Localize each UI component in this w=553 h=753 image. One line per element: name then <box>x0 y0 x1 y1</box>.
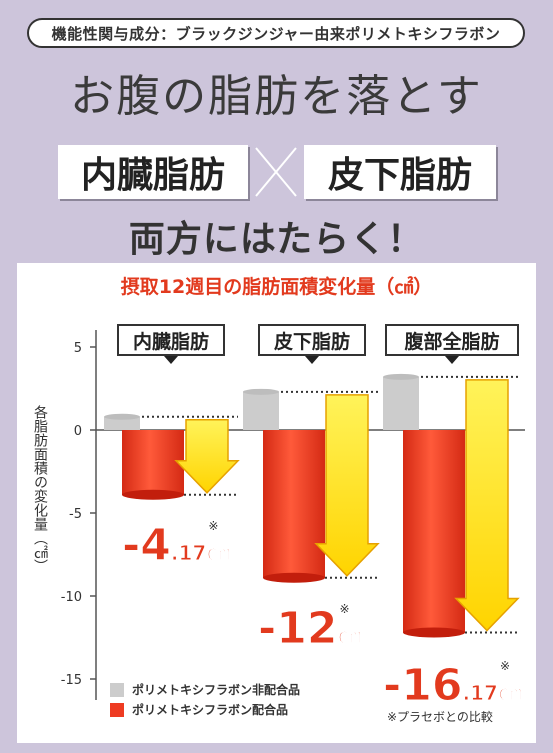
comparison-note: ※プラセボとの比較 <box>387 710 493 724</box>
ingredient-pill: 機能性関与成分：ブラックジンジャー由来ポリメトキシフラボン <box>27 18 525 48</box>
bar-active-cap <box>122 489 184 500</box>
difference-value: -4.17㎠ <box>122 520 230 571</box>
subcutaneous-fat-box: 皮下脂肪 <box>304 145 496 199</box>
difference-unit: ㎠ <box>338 621 362 649</box>
difference-decimal: .17 <box>463 681 498 705</box>
difference-value: -16.17㎠ <box>383 660 522 711</box>
bar-active <box>403 430 465 633</box>
y-tick-label: 5 <box>74 341 82 356</box>
ingredient-text: 機能性関与成分：ブラックジンジャー由来ポリメトキシフラボン <box>51 24 501 43</box>
legend-swatch-active <box>110 702 124 717</box>
category-label: 内臓脂肪 <box>133 330 209 353</box>
difference-decimal: .17 <box>171 541 206 565</box>
chart-title: 摂取12週目の脂肪面積変化量（㎠） <box>120 276 433 298</box>
difference-arrow <box>174 418 240 494</box>
bar-placebo-cap <box>243 388 279 395</box>
y-tick-label: -10 <box>61 590 82 605</box>
category-box <box>258 324 366 356</box>
difference-arrow <box>454 379 520 632</box>
asterisk-mark: ※ <box>340 602 350 616</box>
bar-active <box>122 430 184 495</box>
difference-main: -16 <box>383 660 463 711</box>
category-box <box>385 324 519 356</box>
pointer-icon <box>164 356 178 364</box>
pointer-icon <box>445 356 459 364</box>
legend-label-active: ポリメトキシフラボン配合品 <box>132 703 289 717</box>
difference-arrow <box>314 394 380 577</box>
visceral-fat-label: 内臓脂肪 <box>80 155 225 196</box>
y-tick-label: -15 <box>61 673 82 688</box>
pointer-icon <box>305 356 319 364</box>
subline: 両方にはたらく！ <box>128 219 425 260</box>
y-tick-label: 0 <box>74 424 82 439</box>
bar-placebo-cap <box>104 413 140 420</box>
subcutaneous-fat-label: 皮下脂肪 <box>327 155 472 196</box>
category-label: 腹部全脂肪 <box>403 330 499 353</box>
difference-main: -12 <box>258 603 338 654</box>
difference-value: -12㎠ <box>258 603 362 654</box>
asterisk-mark: ※ <box>500 659 510 673</box>
legend-swatch-placebo <box>110 682 124 697</box>
difference-unit: ㎠ <box>206 538 230 566</box>
visceral-fat-box: 内臓脂肪 <box>58 145 248 199</box>
bar-placebo <box>104 416 140 430</box>
bar-active-cap <box>403 627 465 638</box>
cross-icon <box>255 147 297 197</box>
bar-placebo-cap <box>383 373 419 380</box>
bar-active-cap <box>263 572 325 583</box>
difference-unit: ㎠ <box>498 678 522 706</box>
y-axis-label: 各脂肪面積の変化量（㎠） <box>32 405 48 573</box>
y-tick-label: -5 <box>69 507 82 522</box>
bar-active <box>263 430 325 578</box>
category-label: 皮下脂肪 <box>274 330 350 353</box>
legend-item-active: ポリメトキシフラボン配合品 <box>110 701 288 718</box>
asterisk-mark: ※ <box>208 519 218 533</box>
bar-placebo <box>383 376 419 430</box>
legend-item-placebo: ポリメトキシフラボン非配合品 <box>110 681 300 698</box>
difference-main: -4 <box>122 520 171 571</box>
legend-label-placebo: ポリメトキシフラボン非配合品 <box>132 683 301 697</box>
headline: お腹の脂肪を落とす <box>70 71 483 122</box>
category-box <box>117 324 225 356</box>
bar-placebo <box>243 391 279 430</box>
